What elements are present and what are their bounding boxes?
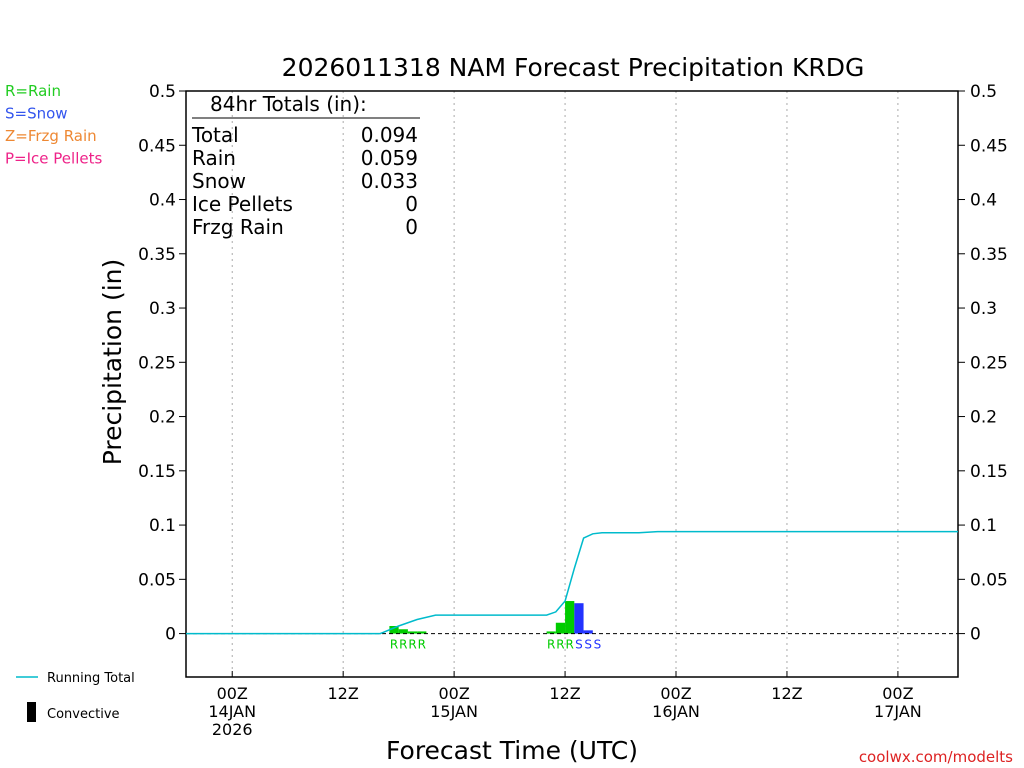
rain-bar bbox=[389, 625, 399, 634]
y-tick-label-right: 0.4 bbox=[970, 191, 997, 211]
precip-type-legend-item: R=Rain bbox=[5, 82, 61, 100]
y-tick-label: 0.1 bbox=[149, 516, 176, 536]
totals-row-value: 0 bbox=[405, 215, 418, 239]
precip-type-legend: R=Rain S=Snow Z=Frzg Rain P=Ice Pellets bbox=[5, 82, 102, 168]
precip-type-letter: R bbox=[418, 638, 426, 652]
y-axis-right: 0 0.05 0.1 0.15 0.2 0.25 0.3 0.35 0.4 0.45 0.5 bbox=[958, 82, 1008, 645]
precip-bars bbox=[389, 601, 593, 634]
y-tick-label: 0.45 bbox=[138, 136, 176, 156]
x-tick-label: 12Z bbox=[328, 684, 359, 703]
totals-row-label: Snow bbox=[192, 169, 246, 193]
line-legend: Running Total Convective bbox=[16, 671, 135, 722]
rain-bar bbox=[407, 631, 418, 634]
totals-row-label: Frzg Rain bbox=[192, 215, 284, 239]
y-tick-label-right: 0.1 bbox=[970, 516, 997, 536]
grid-lines bbox=[231, 91, 899, 677]
convective-legend-swatch bbox=[27, 702, 36, 722]
running-total-line bbox=[186, 530, 958, 635]
x-tick-label: 16JAN bbox=[652, 702, 700, 721]
convective-legend-label: Convective bbox=[47, 707, 120, 722]
y-tick-label: 0.35 bbox=[138, 245, 176, 265]
x-tick-label: 00Z bbox=[438, 684, 469, 703]
totals-row-label: Rain bbox=[192, 146, 236, 170]
precip-type-letter: S bbox=[584, 638, 592, 652]
rain-bar bbox=[546, 631, 556, 634]
x-tick-label: 00Z bbox=[660, 684, 691, 703]
precip-type-letter: R bbox=[547, 638, 555, 652]
y-axis-label: Precipitation (in) bbox=[98, 259, 127, 466]
rain-bar bbox=[555, 622, 566, 634]
running-total-legend-label: Running Total bbox=[47, 671, 135, 686]
plot-frame bbox=[185, 90, 959, 678]
rain-bar bbox=[565, 601, 575, 634]
y-tick-label-right: 0.25 bbox=[970, 353, 1008, 373]
chart-title: 2026011318 NAM Forecast Precipitation KR… bbox=[282, 53, 865, 82]
precip-type-legend-item: P=Ice Pellets bbox=[5, 150, 102, 168]
snow-bar bbox=[574, 603, 584, 634]
plot-border bbox=[185, 90, 959, 678]
y-tick-label: 0.15 bbox=[138, 462, 176, 482]
y-tick-label-right: 0.2 bbox=[970, 408, 997, 428]
totals-title: 84hr Totals (in): bbox=[210, 92, 367, 116]
totals-row-value: 0.094 bbox=[361, 123, 418, 147]
totals-box: 84hr Totals (in): Total 0.094 Rain 0.059 Sno… bbox=[191, 92, 420, 239]
precip-type-letter: R bbox=[390, 638, 398, 652]
totals-row-label: Ice Pellets bbox=[192, 192, 293, 216]
precip-type-letter: R bbox=[408, 638, 416, 652]
totals-row-label: Total bbox=[191, 123, 239, 147]
precip-type-letter: S bbox=[575, 638, 583, 652]
x-tick-label: 00Z bbox=[217, 684, 248, 703]
precip-type-letter: R bbox=[566, 638, 574, 652]
y-tick-label: 0.4 bbox=[149, 191, 176, 211]
rain-bar bbox=[398, 629, 408, 634]
x-tick-label: 14JAN bbox=[208, 702, 256, 721]
x-tick-label: 12Z bbox=[549, 684, 580, 703]
x-tick-label: 15JAN bbox=[430, 702, 478, 721]
y-tick-label: 0.05 bbox=[138, 570, 176, 590]
precip-type-legend-item: S=Snow bbox=[5, 105, 68, 123]
precip-type-letter: R bbox=[399, 638, 407, 652]
snow-bar bbox=[583, 630, 593, 634]
y-tick-label: 0.25 bbox=[138, 353, 176, 373]
totals-rows: Total 0.094 Rain 0.059 Snow 0.033 Ice Pellets 0… bbox=[191, 123, 418, 239]
y-tick-label-right: 0.45 bbox=[970, 136, 1008, 156]
y-tick-label: 0.5 bbox=[149, 82, 176, 102]
y-tick-label: 0.3 bbox=[149, 299, 176, 319]
y-tick-label: 0.2 bbox=[149, 408, 176, 428]
y-tick-label-right: 0.35 bbox=[970, 245, 1008, 265]
y-tick-label: 0 bbox=[165, 625, 176, 645]
y-tick-label-right: 0.3 bbox=[970, 299, 997, 319]
precip-type-letter: S bbox=[594, 638, 602, 652]
rain-bar bbox=[417, 631, 427, 634]
y-tick-label-right: 0.15 bbox=[970, 462, 1008, 482]
x-tick-label: 12Z bbox=[771, 684, 802, 703]
precip-type-letter: R bbox=[556, 638, 564, 652]
y-tick-label-right: 0.5 bbox=[970, 82, 997, 102]
y-axis-left: 0 0.05 0.1 0.15 0.2 0.25 0.3 0.35 0.4 0.45 0.5 bbox=[138, 82, 186, 645]
y-tick-label-right: 0 bbox=[970, 625, 981, 645]
x-tick-label: 2026 bbox=[212, 720, 253, 739]
precip-type-legend-item: Z=Frzg Rain bbox=[5, 127, 97, 145]
x-tick-label: 00Z bbox=[882, 684, 913, 703]
x-axis-label: Forecast Time (UTC) bbox=[386, 736, 638, 765]
x-tick-label: 17JAN bbox=[874, 702, 922, 721]
credit-text: coolwx.com/modelts bbox=[859, 748, 1013, 766]
totals-row-value: 0.059 bbox=[361, 146, 418, 170]
y-tick-label-right: 0.05 bbox=[970, 570, 1008, 590]
totals-row-value: 0.033 bbox=[361, 169, 418, 193]
totals-row-value: 0 bbox=[405, 192, 418, 216]
